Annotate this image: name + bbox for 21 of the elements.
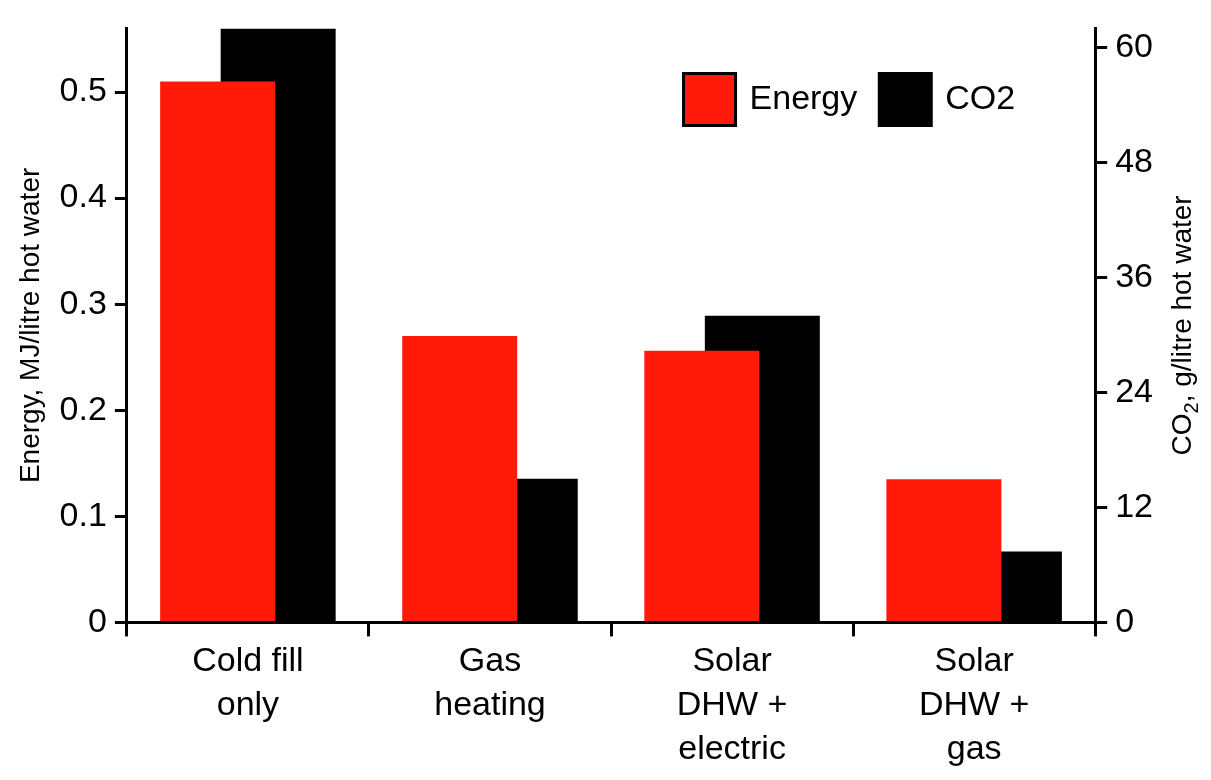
y2-tick-label: 36: [1115, 255, 1154, 294]
y-tick-label: 0.5: [59, 70, 107, 109]
y2-axis-title: CO2, g/litre hot water: [1165, 195, 1202, 456]
bar: [886, 479, 1002, 621]
y2-tick-label: 24: [1115, 370, 1154, 409]
y-tick-label: 0.3: [59, 282, 107, 321]
legend-label: CO2: [945, 77, 1016, 116]
y2-tick-label: 12: [1115, 485, 1154, 524]
legend-label: Energy: [749, 77, 858, 116]
y-tick-label: 0: [87, 600, 107, 639]
y2-tick-label: 0: [1115, 600, 1135, 639]
y-tick-label: 0.4: [59, 176, 107, 215]
x-tick-label: Cold fill only: [192, 639, 304, 723]
y-tick-label: 0.2: [59, 388, 107, 427]
y2-tick-label: 60: [1115, 25, 1154, 64]
x-tick-label: Solar DHW + gas: [918, 639, 1030, 767]
x-tick-label: Gas heating: [434, 639, 546, 723]
y-axis-title: Energy, MJ/litre hot water: [13, 167, 45, 484]
y2-tick-label: 48: [1115, 140, 1154, 179]
y-tick-label: 0.1: [59, 494, 107, 533]
x-tick-label: Solar DHW + electric: [676, 639, 788, 767]
